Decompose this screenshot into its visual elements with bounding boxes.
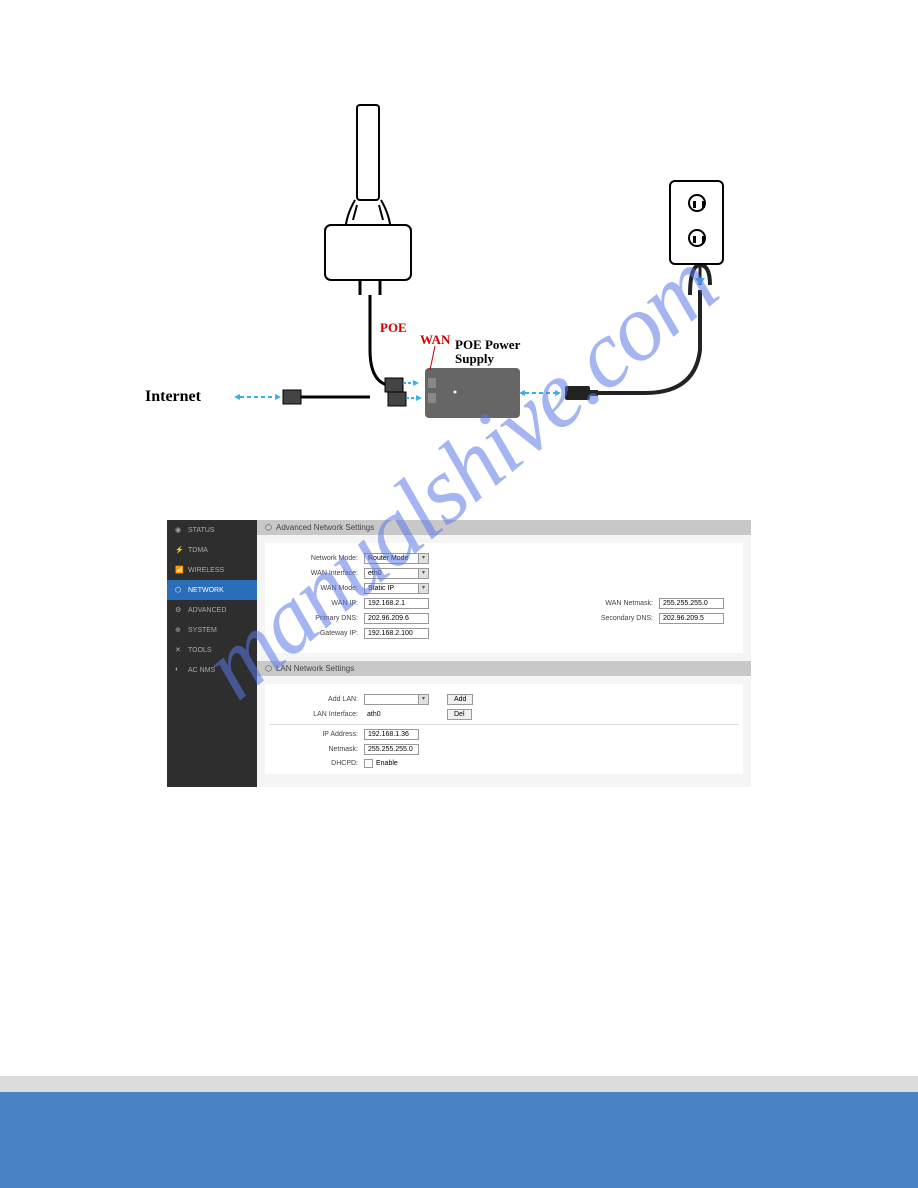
sidebar: ◉ STATUS ⚡ TDMA 📶 WIRELESS ⬡ NETWORK ⚙ A…: [167, 520, 257, 787]
acnms-icon: ◐: [175, 666, 183, 674]
wan-ip-label: WAN IP:: [269, 600, 364, 607]
sidebar-label: STATUS: [188, 527, 215, 534]
sidebar-label: SYSTEM: [188, 627, 217, 634]
power-outlet: [669, 180, 724, 265]
sidebar-label: NETWORK: [188, 587, 224, 594]
ip-address-input[interactable]: 192.168.1.36: [364, 729, 419, 740]
add-button[interactable]: Add: [447, 694, 473, 705]
system-icon: ⊕: [175, 626, 183, 634]
network-settings-screenshot: ◉ STATUS ⚡ TDMA 📶 WIRELESS ⬡ NETWORK ⚙ A…: [167, 520, 751, 787]
primary-dns-input[interactable]: 202.96.209.6: [364, 613, 429, 624]
main-panel: ⬡ Advanced Network Settings Network Mode…: [257, 520, 751, 787]
add-lan-select[interactable]: [364, 694, 419, 705]
wan-netmask-input[interactable]: 255.255.255.0: [659, 598, 724, 609]
network-mode-label: Network Mode:: [269, 555, 364, 562]
wireless-icon: 📶: [175, 566, 183, 574]
poe-supply-label: POE Power Supply: [455, 338, 535, 366]
status-icon: ◉: [175, 526, 183, 534]
lan-network-body: Add LAN: ▾ Add LAN Interface: ath0 Del I…: [265, 684, 743, 774]
advanced-network-header: ⬡ Advanced Network Settings: [257, 520, 751, 535]
advanced-icon: ⚙: [175, 606, 183, 614]
poe-label: POE: [380, 320, 407, 336]
wan-interface-select[interactable]: eth0: [364, 568, 419, 579]
primary-dns-label: Primary DNS:: [269, 615, 364, 622]
lan-interface-value: ath0: [364, 710, 429, 719]
chevron-down-icon[interactable]: ▾: [419, 694, 429, 705]
wan-ip-input[interactable]: 192.168.2.1: [364, 598, 429, 609]
sidebar-item-network[interactable]: ⬡ NETWORK: [167, 580, 257, 600]
sidebar-item-acnms[interactable]: ◐ AC NMS: [167, 660, 257, 680]
dhcpd-checkbox-label: Enable: [376, 760, 398, 767]
header-icon: ⬡: [265, 664, 272, 673]
wan-mode-select[interactable]: Static IP: [364, 583, 419, 594]
sidebar-label: TOOLS: [188, 647, 212, 654]
connection-diagram: Internet POE WAN POE Power Supply: [135, 90, 740, 430]
netmask-label: Netmask:: [269, 746, 364, 753]
footer-gray-bar: [0, 1076, 918, 1092]
diagram-svg: [135, 90, 740, 430]
network-mode-select[interactable]: Router Mode: [364, 553, 419, 564]
wan-interface-label: WAN Interface:: [269, 570, 364, 577]
secondary-dns-input[interactable]: 202.96.209.5: [659, 613, 724, 624]
dhcpd-label: DHCPD:: [269, 760, 364, 767]
tools-icon: ✕: [175, 646, 183, 654]
secondary-dns-label: Secondary DNS:: [549, 615, 659, 622]
sidebar-item-wireless[interactable]: 📶 WIRELESS: [167, 560, 257, 580]
gateway-ip-label: Gateway IP:: [269, 630, 364, 637]
chevron-down-icon[interactable]: ▾: [419, 583, 429, 594]
sidebar-item-system[interactable]: ⊕ SYSTEM: [167, 620, 257, 640]
lan-interface-label: LAN Interface:: [269, 711, 364, 718]
network-icon: ⬡: [175, 586, 183, 594]
chevron-down-icon[interactable]: ▾: [419, 553, 429, 564]
tdma-icon: ⚡: [175, 546, 183, 554]
netmask-input[interactable]: 255.255.255.0: [364, 744, 419, 755]
lan-network-header: ⬡ LAN Network Settings: [257, 661, 751, 676]
ip-address-label: IP Address:: [269, 731, 364, 738]
sidebar-label: WIRELESS: [188, 567, 224, 574]
wan-mode-label: WAN Mode:: [269, 585, 364, 592]
footer-blue-bar: [0, 1092, 918, 1188]
del-button[interactable]: Del: [447, 709, 472, 720]
advanced-network-body: Network Mode: Router Mode▾ WAN Interface…: [265, 543, 743, 653]
wan-label: WAN: [420, 332, 450, 348]
chevron-down-icon[interactable]: ▾: [419, 568, 429, 579]
panel-title: LAN Network Settings: [276, 664, 354, 673]
panel-title: Advanced Network Settings: [276, 523, 374, 532]
sidebar-label: ADVANCED: [188, 607, 226, 614]
sidebar-label: TDMA: [188, 547, 208, 554]
page-footer: [0, 1076, 918, 1188]
internet-label: Internet: [145, 388, 201, 406]
wan-netmask-label: WAN Netmask:: [549, 600, 659, 607]
add-lan-label: Add LAN:: [269, 696, 364, 703]
sidebar-item-tools[interactable]: ✕ TOOLS: [167, 640, 257, 660]
sidebar-item-status[interactable]: ◉ STATUS: [167, 520, 257, 540]
header-icon: ⬡: [265, 523, 272, 532]
dhcpd-checkbox[interactable]: [364, 759, 373, 768]
sidebar-item-tdma[interactable]: ⚡ TDMA: [167, 540, 257, 560]
sidebar-label: AC NMS: [188, 667, 215, 674]
sidebar-item-advanced[interactable]: ⚙ ADVANCED: [167, 600, 257, 620]
gateway-ip-input[interactable]: 192.168.2.100: [364, 628, 429, 639]
